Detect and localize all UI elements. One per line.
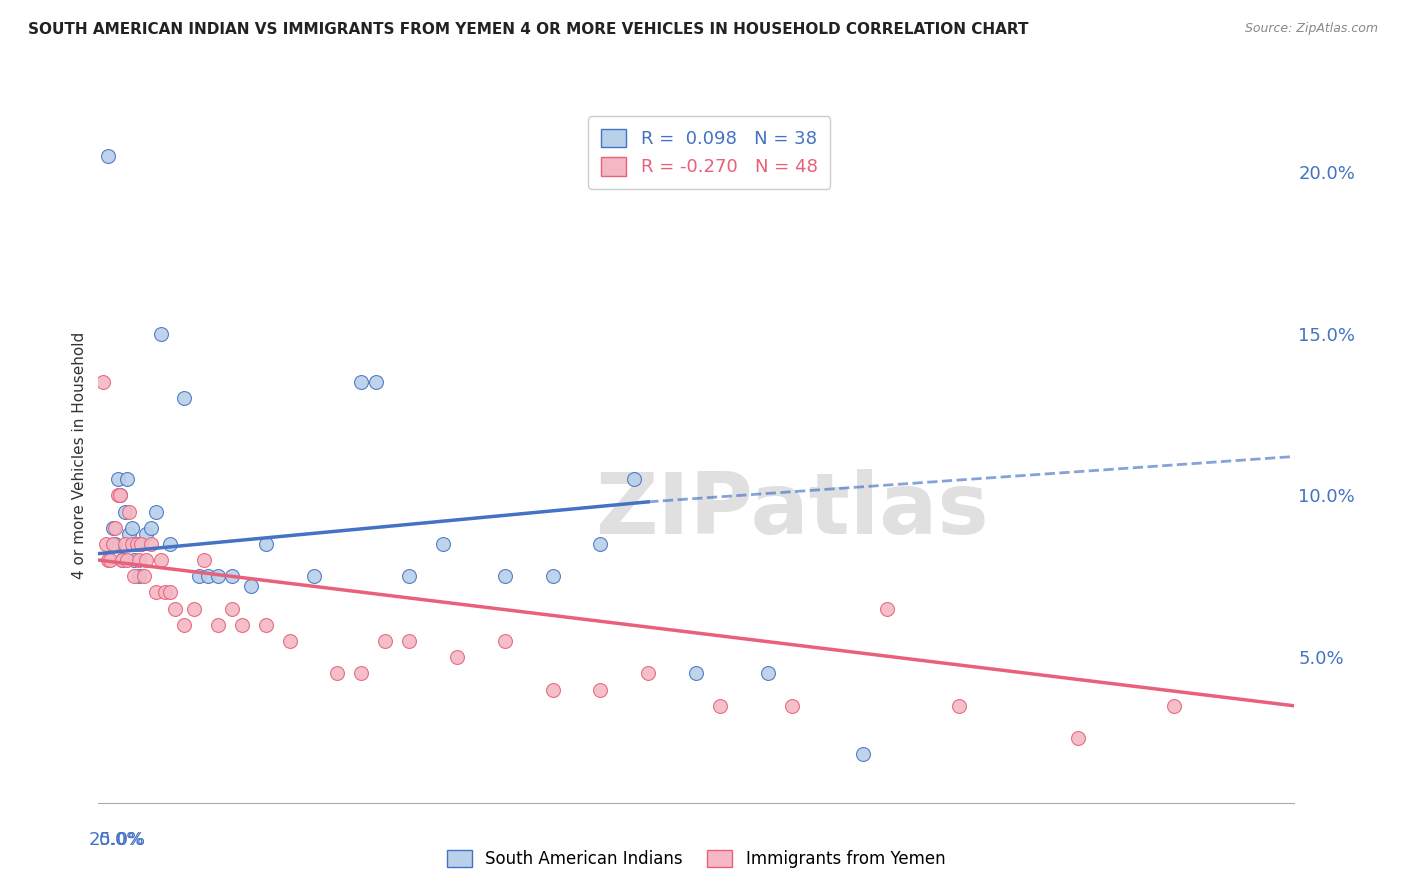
Point: [128, 569, 150, 583]
Point: [173, 392, 195, 406]
Point: [589, 537, 612, 551]
Point: [173, 617, 195, 632]
Point: [125, 537, 148, 551]
Point: [254, 617, 277, 632]
Point: [135, 553, 157, 567]
Point: [94, 537, 117, 551]
Point: [115, 472, 138, 486]
Point: [149, 326, 172, 341]
Point: [104, 521, 127, 535]
Point: [193, 553, 215, 567]
Text: ZIPatlas: ZIPatlas: [595, 469, 988, 552]
Point: [350, 375, 373, 389]
Point: [326, 666, 349, 681]
Point: [446, 650, 468, 665]
Legend: South American Indians, Immigrants from Yemen: South American Indians, Immigrants from …: [436, 839, 956, 878]
Point: [124, 553, 146, 567]
Point: [114, 504, 136, 518]
Point: [135, 527, 157, 541]
Point: [97, 553, 120, 567]
Point: [1163, 698, 1185, 713]
Point: [128, 553, 150, 567]
Point: [221, 569, 243, 583]
Text: Source: ZipAtlas.com: Source: ZipAtlas.com: [1244, 22, 1378, 36]
Text: 25.0%: 25.0%: [89, 830, 146, 848]
Point: [104, 537, 127, 551]
Point: [374, 634, 396, 648]
Point: [183, 601, 205, 615]
Point: [107, 488, 129, 502]
Point: [125, 537, 148, 551]
Point: [131, 537, 153, 551]
Point: [108, 488, 131, 502]
Y-axis label: 4 or more Vehicles in Household: 4 or more Vehicles in Household: [72, 331, 87, 579]
Point: [637, 666, 659, 681]
Point: [124, 569, 146, 583]
Point: [207, 617, 229, 632]
Point: [852, 747, 875, 762]
Point: [121, 537, 143, 551]
Point: [398, 569, 420, 583]
Point: [278, 634, 301, 648]
Text: SOUTH AMERICAN INDIAN VS IMMIGRANTS FROM YEMEN 4 OR MORE VEHICLES IN HOUSEHOLD C: SOUTH AMERICAN INDIAN VS IMMIGRANTS FROM…: [28, 22, 1029, 37]
Point: [118, 504, 141, 518]
Point: [91, 375, 114, 389]
Point: [139, 521, 162, 535]
Point: [494, 634, 516, 648]
Point: [159, 585, 181, 599]
Point: [159, 537, 181, 551]
Point: [350, 666, 373, 681]
Point: [111, 553, 134, 567]
Point: [432, 537, 454, 551]
Point: [114, 537, 136, 551]
Point: [207, 569, 229, 583]
Point: [197, 569, 219, 583]
Point: [541, 682, 564, 697]
Point: [187, 569, 209, 583]
Point: [145, 504, 167, 518]
Point: [115, 553, 138, 567]
Point: [876, 601, 898, 615]
Point: [107, 472, 129, 486]
Point: [302, 569, 325, 583]
Point: [139, 537, 162, 551]
Point: [364, 375, 387, 389]
Point: [101, 537, 124, 551]
Point: [155, 585, 177, 599]
Point: [221, 601, 243, 615]
Point: [1067, 731, 1090, 745]
Point: [101, 521, 124, 535]
Point: [240, 579, 263, 593]
Point: [623, 472, 645, 486]
Point: [541, 569, 564, 583]
Point: [398, 634, 420, 648]
Point: [589, 682, 612, 697]
Point: [756, 666, 779, 681]
Point: [149, 553, 172, 567]
Point: [163, 601, 186, 615]
Point: [145, 585, 167, 599]
Point: [131, 537, 153, 551]
Point: [98, 553, 122, 567]
Point: [685, 666, 707, 681]
Text: 0.0%: 0.0%: [98, 830, 143, 848]
Point: [231, 617, 253, 632]
Point: [111, 553, 134, 567]
Point: [108, 488, 131, 502]
Point: [709, 698, 731, 713]
Point: [132, 569, 155, 583]
Point: [118, 527, 141, 541]
Point: [780, 698, 803, 713]
Point: [121, 521, 143, 535]
Point: [494, 569, 516, 583]
Point: [97, 148, 120, 162]
Point: [948, 698, 970, 713]
Point: [254, 537, 277, 551]
